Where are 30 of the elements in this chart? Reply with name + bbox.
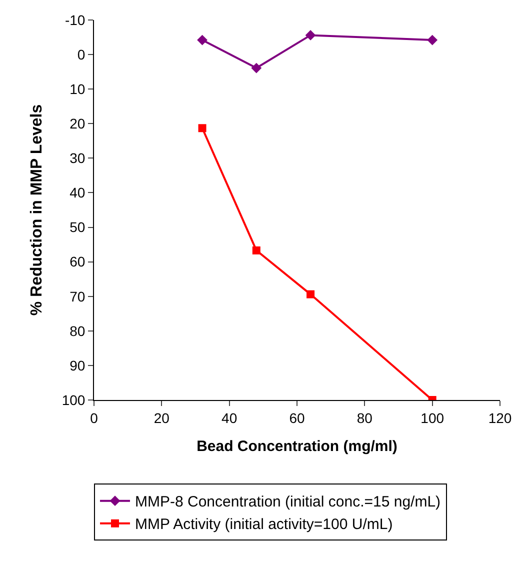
x-tick-label: 120 [488, 410, 512, 426]
y-axis-title: % Reduction in MMP Levels [28, 104, 46, 316]
y-tick-label: 60 [70, 254, 86, 270]
x-tick-label: 80 [356, 410, 373, 426]
point [306, 290, 315, 298]
point [427, 34, 438, 46]
y-tick-label: 100 [62, 392, 86, 408]
y-tick-label: 30 [70, 150, 86, 166]
y-tick-label: 0 [77, 46, 86, 62]
point [305, 30, 316, 40]
y-tick-label: 40 [70, 184, 86, 201]
y-tick-label: -10 [64, 12, 86, 28]
point [198, 124, 206, 132]
x-axis-title: Bead Concentration (mg/ml) [196, 438, 398, 455]
x-tick-label: 40 [222, 410, 238, 426]
x-tick-label: 100 [420, 410, 444, 426]
legend-label: MMP Activity (initial activity=100 U/mL) [135, 516, 393, 534]
point [252, 246, 260, 254]
x-tick-label: 0 [90, 410, 98, 426]
y-tick-label: 80 [70, 322, 86, 339]
point [197, 34, 208, 46]
x-tick-label: 60 [289, 410, 305, 426]
y-tick-label: 90 [70, 357, 86, 374]
y-tick-label: 70 [70, 288, 86, 304]
x-tick-label: 20 [154, 410, 170, 426]
y-tick-label: 50 [70, 219, 86, 236]
y-tick-label: 10 [70, 80, 86, 97]
point [251, 62, 262, 74]
legend-label: MMP-8 Concentration (initial conc.=15 ng/mL) [135, 494, 441, 511]
y-tick-label: 20 [70, 116, 86, 132]
